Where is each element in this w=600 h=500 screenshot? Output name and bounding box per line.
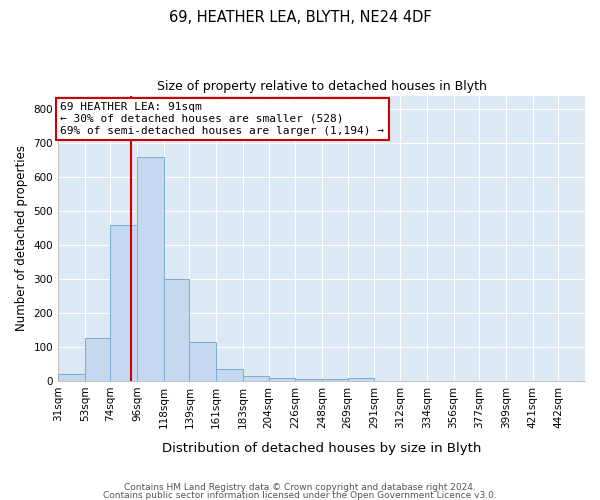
Bar <box>243 376 269 381</box>
Title: Size of property relative to detached houses in Blyth: Size of property relative to detached ho… <box>157 80 487 93</box>
Bar <box>190 342 216 381</box>
Bar <box>347 378 374 381</box>
Bar <box>85 338 110 381</box>
Bar <box>58 374 85 381</box>
Bar <box>295 378 322 381</box>
Bar <box>269 378 295 381</box>
Bar <box>110 224 137 381</box>
Bar <box>164 279 190 381</box>
Text: Contains HM Land Registry data © Crown copyright and database right 2024.: Contains HM Land Registry data © Crown c… <box>124 484 476 492</box>
Bar <box>322 380 347 381</box>
Text: 69 HEATHER LEA: 91sqm
← 30% of detached houses are smaller (528)
69% of semi-det: 69 HEATHER LEA: 91sqm ← 30% of detached … <box>61 102 385 136</box>
Text: 69, HEATHER LEA, BLYTH, NE24 4DF: 69, HEATHER LEA, BLYTH, NE24 4DF <box>169 10 431 25</box>
Bar <box>216 369 243 381</box>
Text: Contains public sector information licensed under the Open Government Licence v3: Contains public sector information licen… <box>103 490 497 500</box>
Y-axis label: Number of detached properties: Number of detached properties <box>15 146 28 332</box>
X-axis label: Distribution of detached houses by size in Blyth: Distribution of detached houses by size … <box>162 442 481 455</box>
Bar <box>137 156 164 381</box>
